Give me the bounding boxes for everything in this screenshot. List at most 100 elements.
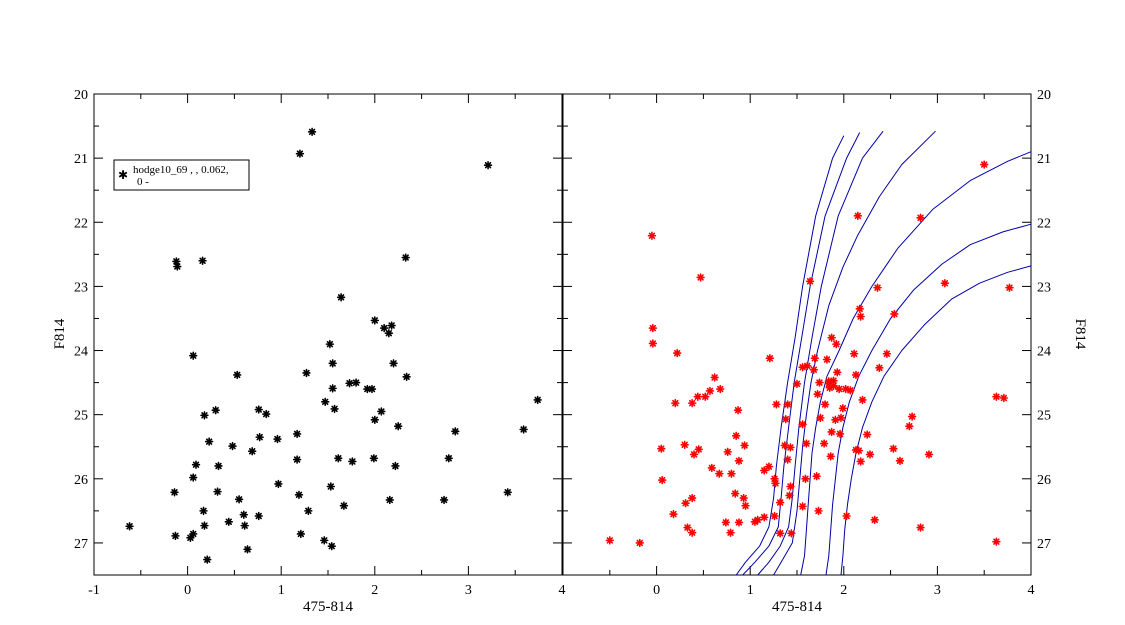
legend-marker: ✱ [118,168,128,182]
data-point [834,384,844,394]
data-point [916,523,925,532]
data-point [189,473,198,482]
left-y-axis-title: F814 [52,318,68,349]
data-point [771,479,780,488]
data-point [707,463,717,473]
data-point [683,523,692,532]
data-point [451,427,460,436]
data-point [172,257,181,266]
data-point [924,450,934,459]
data-point [992,392,1001,401]
data-point [401,253,410,262]
data-point [803,361,812,371]
data-point [658,475,667,485]
data-point [687,528,697,537]
legend: ✱ hodge10_69 , , 0.062, 0 - [113,159,250,191]
right-scatter-points [605,160,1014,548]
data-point [853,211,863,221]
data-point [304,506,313,516]
data-point [734,456,744,466]
data-point [786,482,795,491]
data-point [775,529,785,538]
data-point [770,511,779,521]
y-tick-label: 21 [74,152,88,167]
x-tick-label: 1 [747,583,754,598]
data-point [211,405,220,415]
data-point [367,384,377,394]
x-tick-label: 0 [184,583,191,598]
data-point [693,392,702,401]
data-point [851,370,861,380]
data-point [705,386,715,396]
data-point [810,354,819,363]
data-point [370,316,380,325]
data-point [292,455,302,464]
data-point [307,127,317,137]
data-point [721,518,731,527]
data-point [812,472,821,481]
data-point [783,400,792,409]
data-point [345,379,354,388]
y-tick-label: 24 [74,345,88,360]
data-point [295,149,305,158]
x-tick-label: 4 [559,583,566,598]
y-tick-label: 26 [1037,473,1051,488]
data-point [385,495,394,505]
right-plot-frame [562,93,1032,576]
data-point [439,495,449,505]
data-point [882,349,892,358]
data-point [907,412,917,421]
data-point [213,487,222,496]
data-point [171,531,180,541]
y-tick-label: 27 [74,537,88,552]
y-tick-label: 24 [1037,345,1051,360]
data-point [787,529,796,538]
data-point [377,407,386,416]
data-point [379,323,389,333]
y-tick-label: 20 [74,88,88,103]
data-point [827,333,836,342]
data-point [243,545,252,554]
data-point [669,509,678,519]
right-x-axis-title: 475-814 [772,599,822,615]
x-tick-label: 0 [653,583,660,598]
data-point [740,441,749,450]
x-tick-label: 2 [371,583,378,598]
data-point [846,386,855,395]
data-point [802,439,811,448]
data-point [816,413,825,423]
data-point [832,339,841,349]
data-point [444,454,453,463]
data-point [233,370,242,380]
data-point [855,304,864,314]
data-point [370,415,380,424]
y-tick-label: 20 [1037,88,1051,103]
data-point [833,368,842,377]
data-point [687,398,697,408]
data-point [203,555,212,564]
data-point [328,384,337,393]
data-point [671,398,680,408]
data-point [334,454,343,463]
y-tick-label: 26 [74,473,88,488]
data-point [809,365,819,374]
data-point [320,397,330,407]
data-point [805,277,815,286]
data-point [734,518,744,527]
data-point [351,378,361,387]
data-point [849,349,859,358]
data-point [262,409,271,419]
data-point [890,309,899,319]
data-point [214,461,223,471]
data-point [224,517,233,526]
data-point [328,359,337,368]
y-tick-label: 22 [1037,216,1051,231]
data-point [733,405,743,415]
data-point [389,359,398,368]
data-point [254,405,263,414]
data-point [292,429,302,439]
data-point [760,513,769,522]
